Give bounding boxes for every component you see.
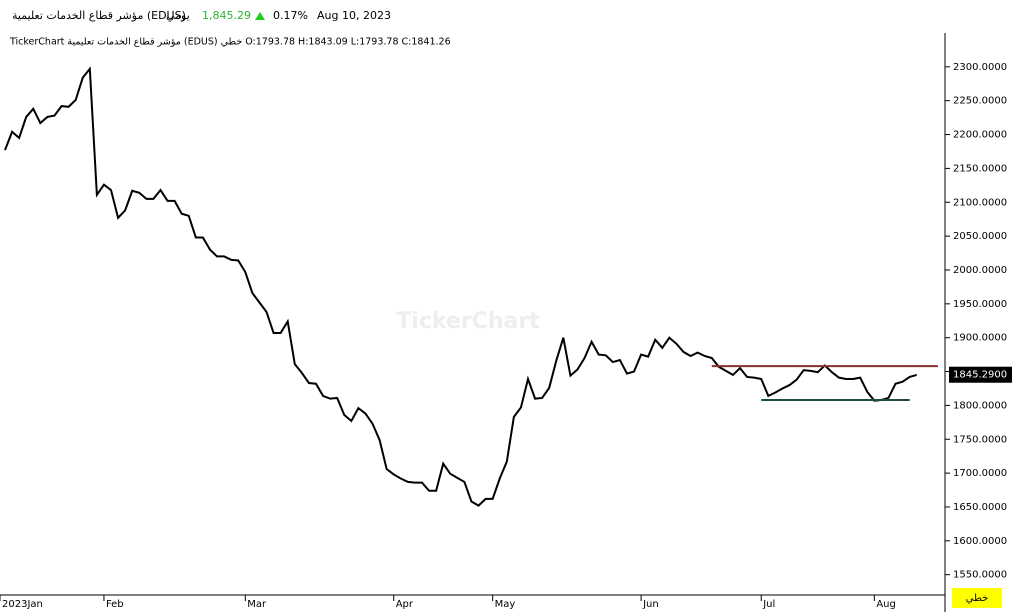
- x-tick-label: Mar: [247, 599, 267, 610]
- y-tick-label: 2300.0000: [953, 62, 1007, 73]
- last-price-label: 1845.2900: [953, 370, 1007, 381]
- y-tick-label: 2200.0000: [953, 130, 1007, 141]
- price: 1,845.29: [202, 9, 251, 22]
- y-tick-label: 1750.0000: [953, 434, 1007, 445]
- legend: TickerChart مؤشر قطاع الخدمات تعليمية (E…: [9, 37, 451, 48]
- up-arrow: [255, 12, 265, 20]
- y-tick-label: 1650.0000: [953, 502, 1007, 513]
- x-tick-label: 2023Jan: [2, 599, 43, 610]
- y-tick-label: 1950.0000: [953, 299, 1007, 310]
- x-tick-label: Jun: [642, 599, 659, 610]
- chart-style-label: خطي: [966, 593, 989, 604]
- price-line: [4, 66, 918, 507]
- x-tick-label: May: [495, 599, 516, 610]
- x-tick-label: Feb: [106, 599, 124, 610]
- x-tick-label: Jul: [762, 599, 775, 610]
- change: 0.17%: [273, 9, 308, 22]
- watermark: TickerChart: [396, 309, 540, 334]
- y-tick-label: 2100.0000: [953, 197, 1007, 208]
- chart-title: مؤشر قطاع الخدمات تعليمية (EDUS): [12, 9, 186, 22]
- y-tick-label: 1700.0000: [953, 468, 1007, 479]
- period: يومي: [166, 9, 190, 22]
- date: Aug 10, 2023: [317, 9, 391, 22]
- y-tick-label: 1600.0000: [953, 536, 1007, 547]
- y-tick-label: 1550.0000: [953, 570, 1007, 581]
- y-tick-label: 2150.0000: [953, 163, 1007, 174]
- y-tick-label: 1900.0000: [953, 333, 1007, 344]
- y-tick-label: 2050.0000: [953, 231, 1007, 242]
- x-tick-label: Aug: [876, 599, 896, 610]
- x-tick-label: Apr: [396, 599, 414, 610]
- y-tick-label: 2250.0000: [953, 96, 1007, 107]
- last-price-box: [949, 366, 1012, 383]
- chart-style-button[interactable]: [952, 588, 1002, 608]
- y-tick-label: 1800.0000: [953, 400, 1007, 411]
- y-tick-label: 2000.0000: [953, 265, 1007, 276]
